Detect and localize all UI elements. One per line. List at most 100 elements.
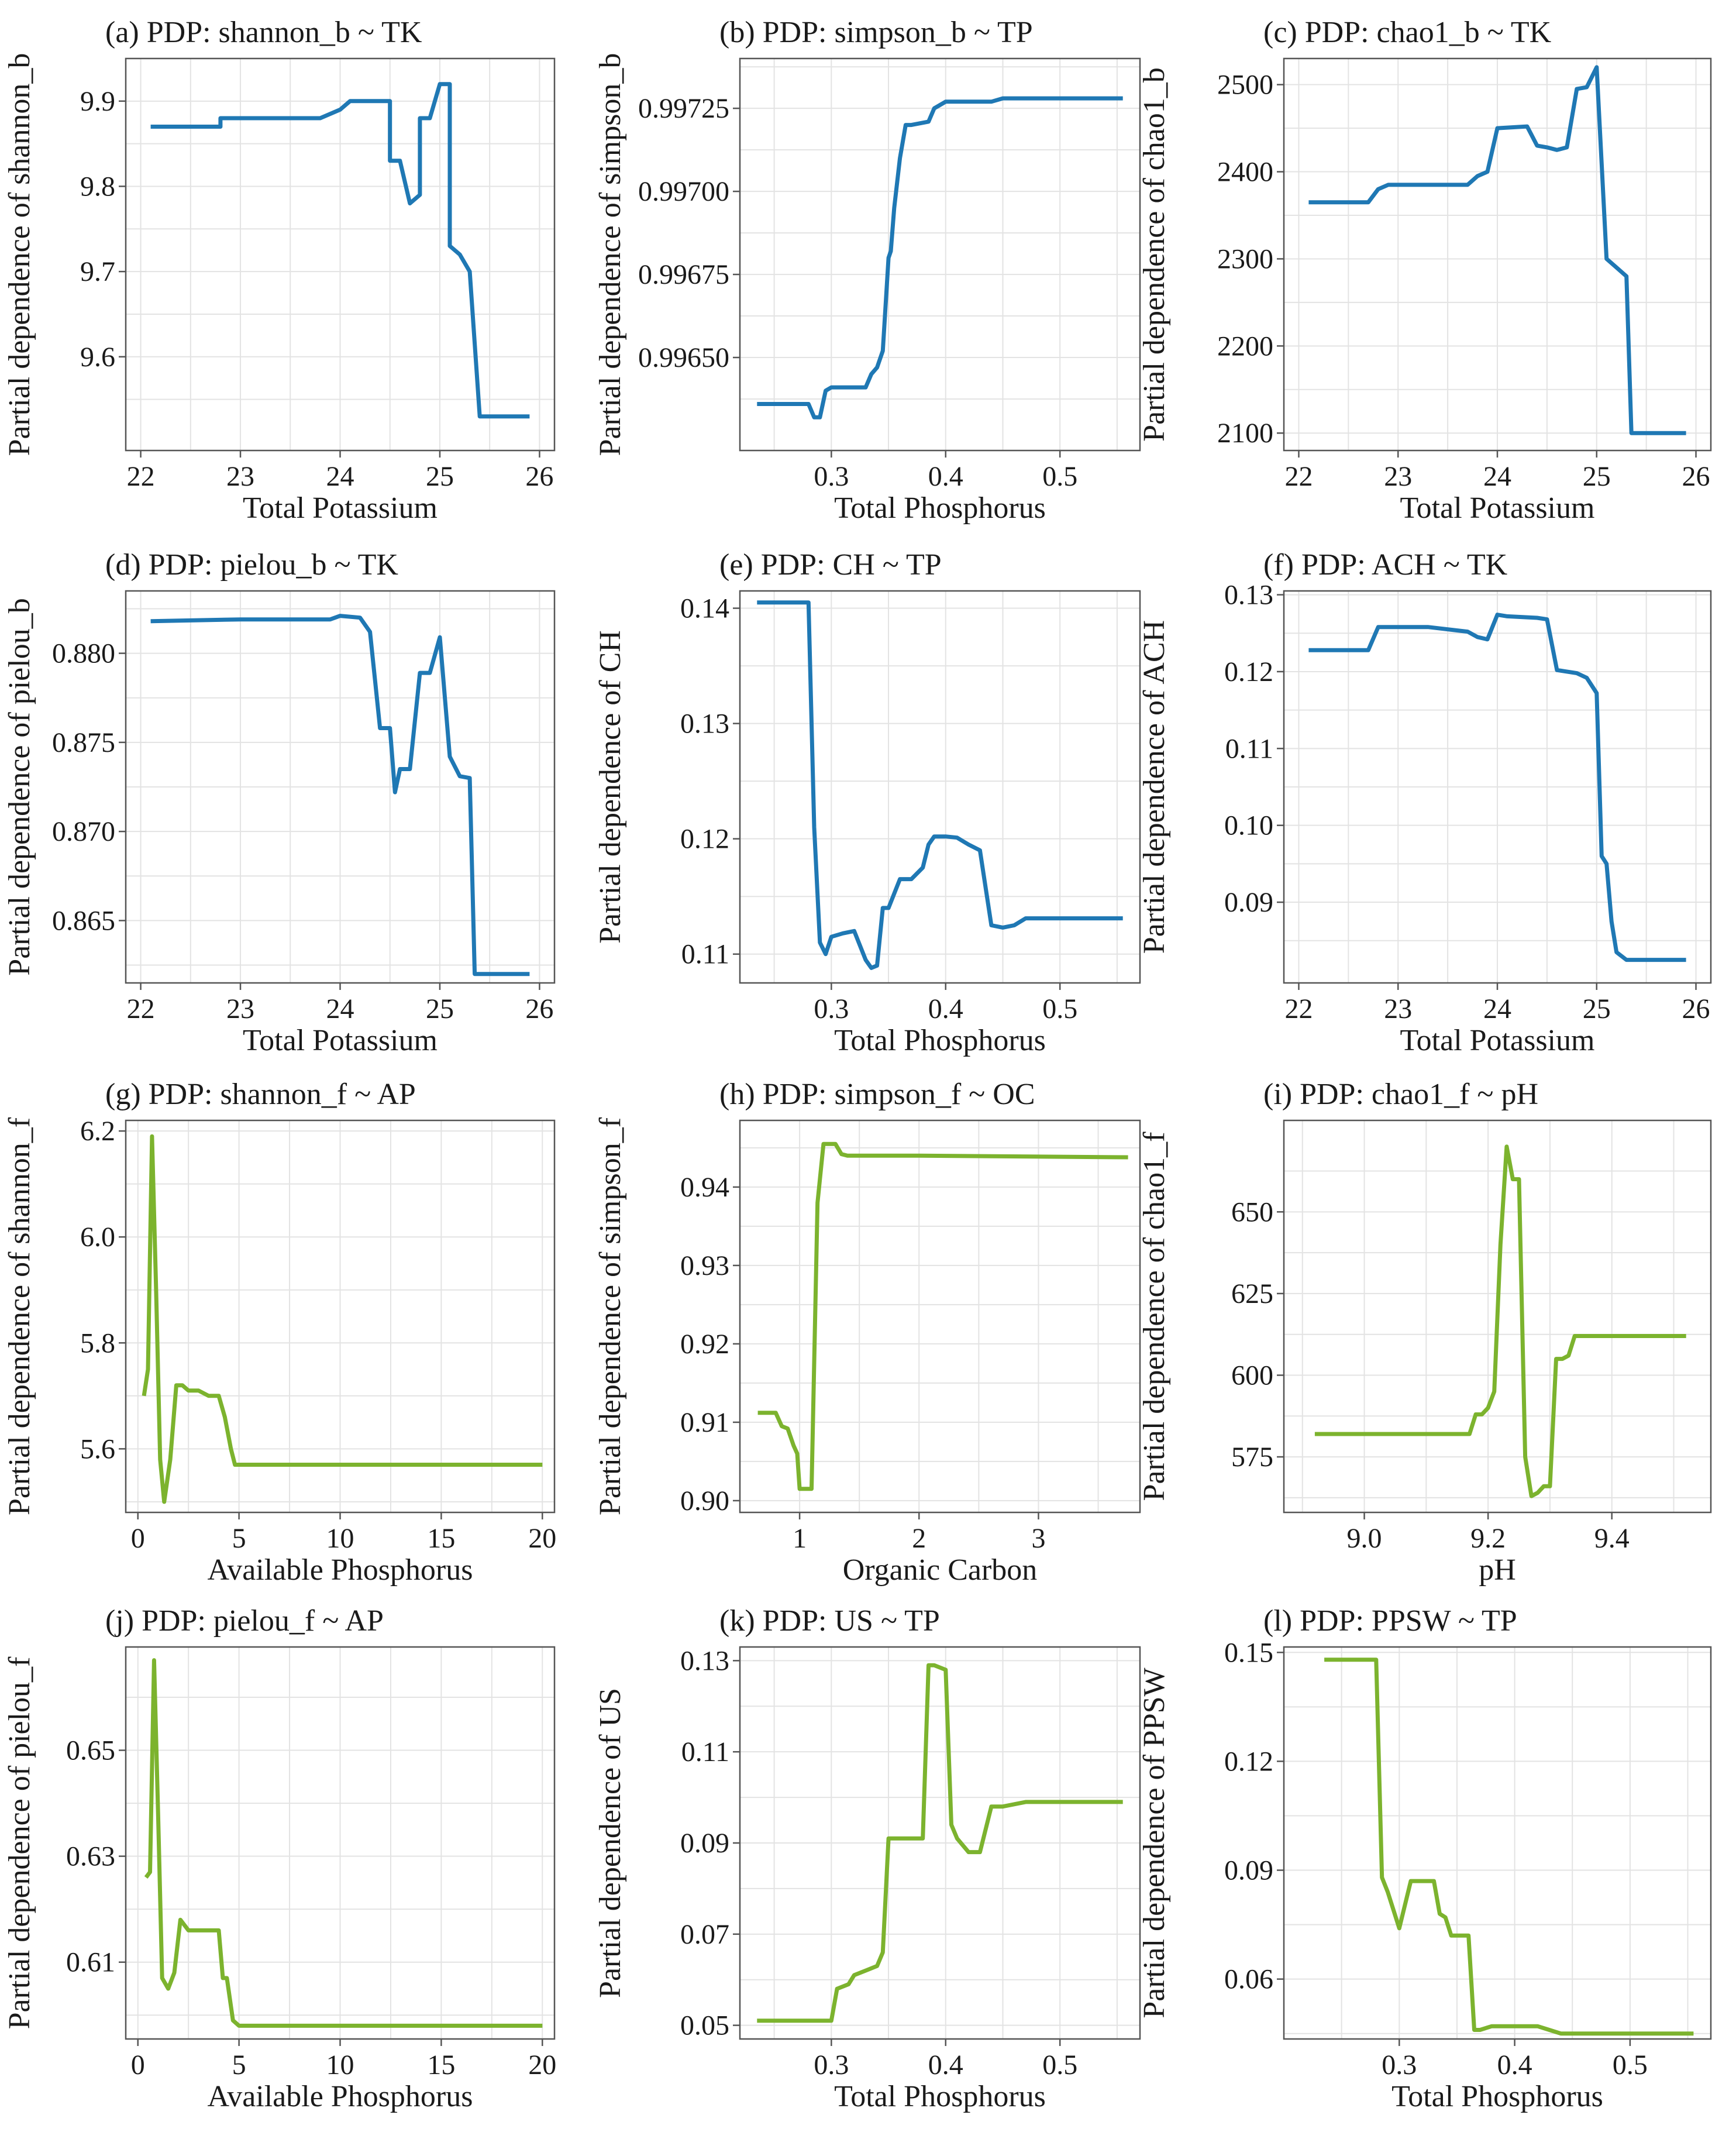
y-axis-label: Partial dependence of chao1_b xyxy=(1138,67,1171,442)
panel-l: 0.3 0.4 0.5 0.06 0.09 0.12 0.15 Total Phosphoru… xyxy=(1138,1604,1712,2113)
y-axis-label: Partial dependence of ACH xyxy=(1138,620,1171,954)
x-tick-label: 0 xyxy=(131,1523,145,1554)
y-axis-label: Partial dependence of shannon_b xyxy=(3,53,36,456)
x-tick-label: 23 xyxy=(226,461,254,492)
data-line xyxy=(142,1134,543,1504)
y-tick-label: 9.9 xyxy=(80,86,115,117)
x-axis-label: Total Potassium xyxy=(1400,491,1595,525)
x-tick-label: 9.2 xyxy=(1470,1523,1506,1554)
x-tick-label: 0.4 xyxy=(928,2050,963,2081)
panel-c: 22 23 24 25 26 2100 2200 2300 2400 2500 Total Pota… xyxy=(1138,16,1712,525)
y-tick-label: 575 xyxy=(1231,1442,1273,1473)
x-tick-label: 22 xyxy=(127,993,155,1024)
y-tick-label: 0.12 xyxy=(1224,656,1273,687)
y-tick-label: 0.865 xyxy=(52,905,115,936)
x-tick-label: 20 xyxy=(528,2050,556,2081)
y-axis-label: Partial dependence of simpson_f xyxy=(594,1117,627,1515)
x-tick-label: 0.3 xyxy=(1382,2050,1417,2081)
x-tick-label: 25 xyxy=(1583,993,1611,1024)
x-tick-label: 22 xyxy=(1284,993,1313,1024)
y-axis-label: Partial dependence of chao1_f xyxy=(1138,1132,1171,1501)
x-tick-label: 9.4 xyxy=(1594,1523,1630,1554)
y-tick-label: 0.09 xyxy=(1224,1855,1273,1886)
x-tick-label: 10 xyxy=(326,1523,354,1554)
y-tick-label: 2100 xyxy=(1217,418,1273,449)
y-axis-label: Partial dependence of shannon_f xyxy=(3,1117,36,1515)
x-axis-label: pH xyxy=(1479,1553,1516,1587)
panel-title: (a) PDP: shannon_b ~ TK xyxy=(105,16,422,49)
y-tick-label: 650 xyxy=(1231,1196,1273,1227)
x-axis-label: Available Phosphorus xyxy=(208,2080,473,2113)
panel-title: (g) PDP: shannon_f ~ AP xyxy=(105,1078,416,1111)
y-tick-label: 0.99675 xyxy=(638,259,729,290)
panel-k: 0.3 0.4 0.5 0.05 0.07 0.09 0.11 0.13 Total Phosp… xyxy=(594,1604,1141,2113)
x-axis-label: Total Phosphorus xyxy=(834,491,1046,525)
x-axis-label: Total Phosphorus xyxy=(1391,2080,1603,2113)
y-tick-label: 0.09 xyxy=(680,1828,729,1859)
x-tick-label: 26 xyxy=(1682,461,1710,492)
panel-title: (l) PDP: PPSW ~ TP xyxy=(1263,1604,1517,1638)
panel-e: 0.3 0.4 0.5 0.11 0.12 0.13 0.14 Total Phosphoru… xyxy=(594,548,1141,1057)
x-tick-label: 9.0 xyxy=(1347,1523,1382,1554)
y-tick-label: 0.11 xyxy=(681,1736,729,1768)
y-axis-label: Partial dependence of pielou_b xyxy=(3,598,36,975)
x-tick-label: 0.3 xyxy=(814,2050,849,2081)
y-tick-label: 0.94 xyxy=(680,1172,729,1203)
x-tick-label: 0.4 xyxy=(1497,2050,1532,2081)
x-tick-label: 10 xyxy=(326,2050,354,2081)
panel-title: (e) PDP: CH ~ TP xyxy=(719,548,942,582)
y-tick-label: 5.6 xyxy=(80,1433,115,1464)
x-axis-label: Total Potassium xyxy=(1400,1024,1595,1057)
x-axis-label: Total Potassium xyxy=(243,491,438,525)
data-line xyxy=(1308,65,1686,435)
y-tick-label: 625 xyxy=(1231,1278,1273,1309)
y-tick-label: 0.12 xyxy=(680,824,729,855)
data-line xyxy=(757,1141,1128,1491)
x-tick-label: 3 xyxy=(1031,1523,1045,1554)
x-tick-label: 23 xyxy=(1384,461,1412,492)
y-tick-label: 0.13 xyxy=(680,1645,729,1676)
panel-title: (d) PDP: pielou_b ~ TK xyxy=(105,548,398,582)
panel-i: 9.0 9.2 9.4 575 600 625 650 pH Partial dependenc… xyxy=(1138,1078,1712,1587)
y-tick-label: 0.05 xyxy=(680,2010,729,2041)
y-tick-label: 0.92 xyxy=(680,1329,729,1360)
x-tick-label: 15 xyxy=(427,2050,455,2081)
y-tick-label: 0.63 xyxy=(66,1841,115,1872)
panel-a: 22 23 24 25 26 9.6 9.7 9.8 9.9 Total Potassium Par… xyxy=(3,16,556,525)
x-tick-label: 0.5 xyxy=(1042,461,1077,492)
x-tick-label: 0.4 xyxy=(928,461,963,492)
x-axis-label: Available Phosphorus xyxy=(208,1553,473,1587)
x-tick-label: 26 xyxy=(525,461,553,492)
y-tick-label: 2500 xyxy=(1217,70,1273,101)
x-tick-label: 24 xyxy=(1483,461,1511,492)
plot-frame xyxy=(739,57,1141,452)
y-axis-label: Partial dependence of CH xyxy=(594,630,627,944)
plot-frame xyxy=(1283,1119,1712,1514)
y-tick-label: 9.8 xyxy=(80,171,115,202)
x-tick-label: 26 xyxy=(1682,993,1710,1024)
x-tick-label: 0.4 xyxy=(928,993,963,1024)
y-tick-label: 0.99725 xyxy=(638,93,729,124)
y-tick-label: 2300 xyxy=(1217,243,1273,274)
y-tick-label: 0.11 xyxy=(1225,733,1273,764)
x-axis-label: Organic Carbon xyxy=(843,1553,1038,1587)
y-tick-label: 0.10 xyxy=(1224,810,1273,841)
y-tick-label: 0.99700 xyxy=(638,176,729,207)
x-tick-label: 23 xyxy=(226,993,254,1024)
y-tick-label: 0.875 xyxy=(52,727,115,758)
y-tick-label: 600 xyxy=(1231,1360,1273,1391)
panel-title: (f) PDP: ACH ~ TK xyxy=(1263,548,1508,582)
x-tick-label: 0.5 xyxy=(1042,993,1077,1024)
y-tick-label: 0.870 xyxy=(52,816,115,847)
x-tick-label: 0.3 xyxy=(814,461,849,492)
y-tick-label: 0.93 xyxy=(680,1250,729,1281)
panel-title: (j) PDP: pielou_f ~ AP xyxy=(105,1604,384,1638)
y-tick-label: 9.7 xyxy=(80,256,115,287)
y-tick-label: 0.13 xyxy=(680,709,729,740)
x-tick-label: 1 xyxy=(793,1523,807,1554)
y-tick-label: 0.880 xyxy=(52,638,115,669)
y-tick-label: 0.07 xyxy=(680,1919,729,1950)
x-tick-label: 0 xyxy=(131,2050,145,2081)
panel-title: (k) PDP: US ~ TP xyxy=(719,1604,940,1638)
y-tick-label: 0.06 xyxy=(1224,1964,1273,1995)
